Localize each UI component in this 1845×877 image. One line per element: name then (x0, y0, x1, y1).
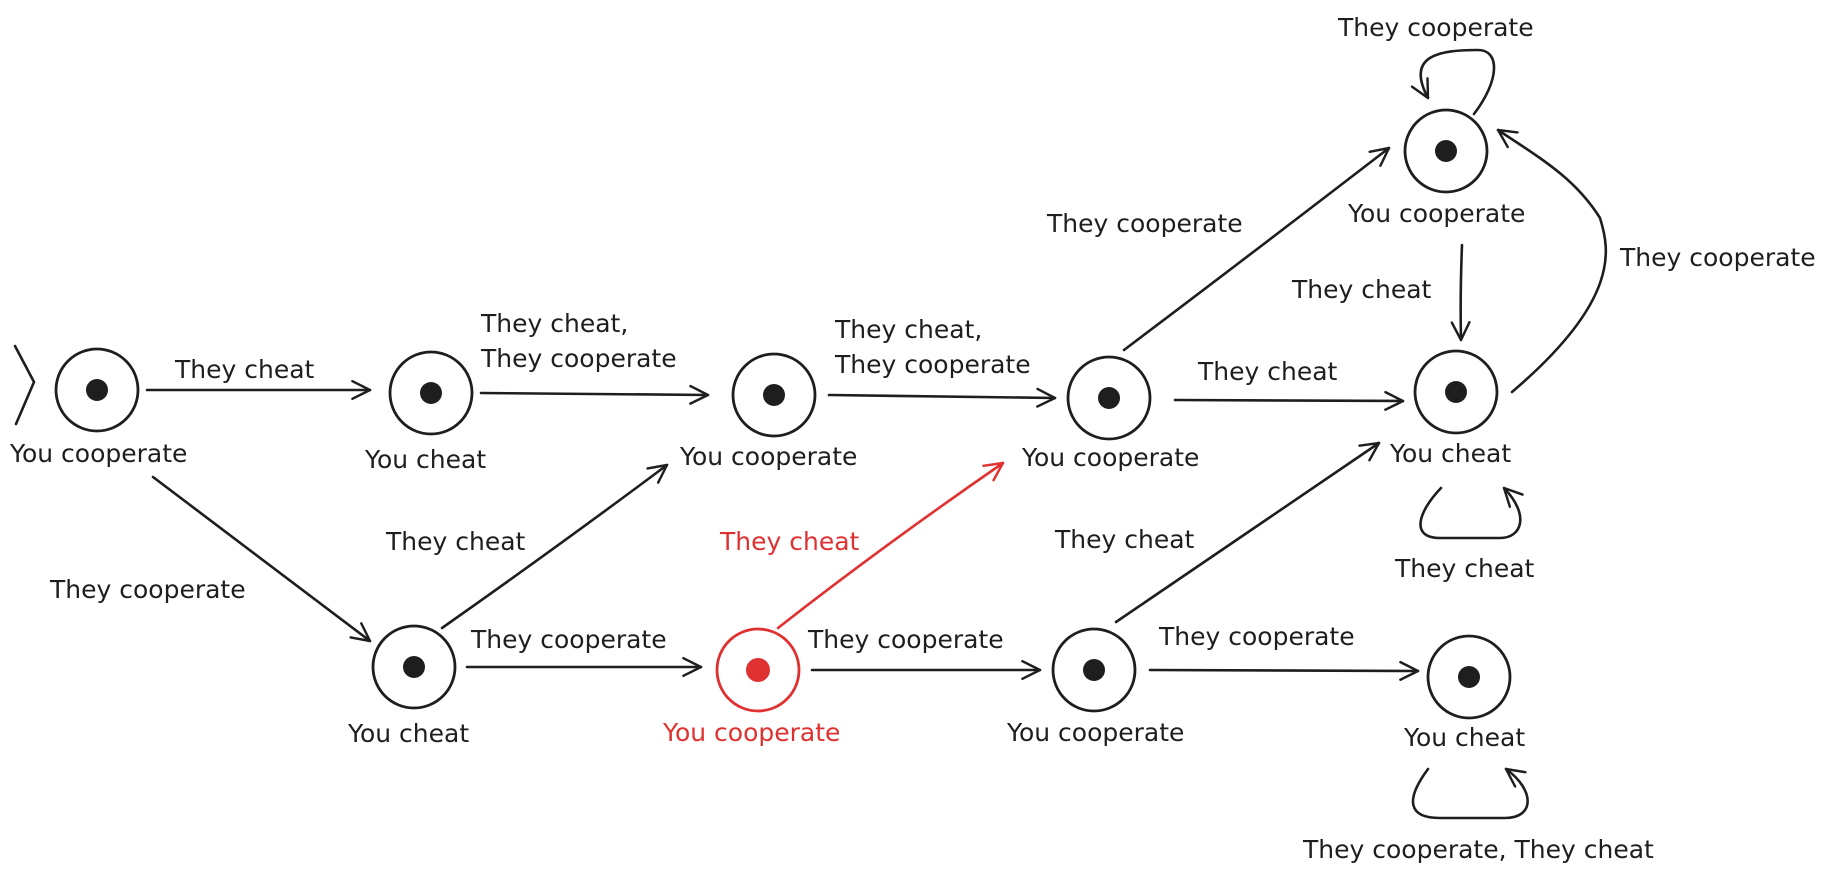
transition-s2-s3: They cheat (385, 463, 669, 630)
transition-s1-s3: They cheat, They cooperate (479, 309, 710, 405)
transition-label: They cheat (1197, 357, 1338, 386)
transition-arrow (440, 463, 669, 630)
state-s3[interactable]: You cooperate (679, 352, 857, 471)
state-dot (1458, 666, 1480, 688)
state-dot (403, 656, 425, 678)
transition-s5-s8: They cheat (1173, 357, 1405, 411)
state-dot (1445, 381, 1467, 403)
state-s8[interactable]: You cheat (1389, 349, 1511, 468)
state-s2[interactable]: You cheat (347, 624, 469, 748)
transition-label: They cooperate (807, 625, 1004, 654)
state-dot (1098, 387, 1120, 409)
highlighted-state-label: You cooperate (662, 718, 840, 747)
self-loop-arrow (1411, 767, 1529, 820)
self-loop-arrow (1410, 48, 1496, 116)
state-dot (420, 382, 442, 404)
state-ring (388, 350, 474, 436)
transition-s4-s5[interactable]: They cheat (719, 461, 1005, 630)
state-dot (1083, 659, 1105, 681)
transition-label: They cheat (174, 355, 315, 384)
transition-s4-s6: They cooperate (807, 625, 1042, 681)
state-label: You cooperate (9, 439, 187, 468)
transition-arrow (827, 387, 1057, 408)
self-loop-arrow (1419, 486, 1524, 540)
state-ring (1426, 634, 1512, 720)
transition-label: They cheat, (480, 309, 628, 338)
transition-arrow (1173, 390, 1405, 411)
self-loop-s7: They cooperate (1337, 13, 1534, 116)
transition-label: They cheat (1394, 554, 1535, 583)
transition-s6-s8: They cheat (1054, 441, 1381, 624)
transition-label: They cooperate (1158, 622, 1355, 651)
transition-s5-s7: They cooperate (1046, 146, 1391, 352)
transition-s7-s8: They cheat (1291, 243, 1471, 342)
highlighted-state-ring (715, 627, 801, 713)
transition-arrow (1122, 146, 1391, 352)
state-ring (1066, 355, 1152, 441)
state-label: You cooperate (679, 442, 857, 471)
state-ring (731, 352, 817, 438)
self-loop-s9: They cooperate, They cheat (1302, 767, 1654, 864)
transition-label: They cooperate (49, 575, 246, 604)
state-label: You cooperate (1021, 443, 1199, 472)
state-label: You cooperate (1347, 199, 1525, 228)
transition-label: They cooperate (1619, 243, 1816, 272)
highlighted-transition-label: They cheat (719, 527, 860, 556)
state-dot (763, 384, 785, 406)
transition-s0-s1: They cheat (145, 355, 372, 401)
highlighted-state-dot (746, 658, 770, 682)
state-label: You cooperate (1006, 718, 1184, 747)
state-s5[interactable]: You cooperate (1021, 355, 1199, 472)
state-s4[interactable]: You cooperate (662, 627, 840, 747)
transition-s8-s7: They cooperate (1496, 128, 1816, 394)
state-label: You cheat (1389, 439, 1511, 468)
transition-arrow (151, 475, 372, 643)
state-ring (371, 624, 457, 710)
state-ring (1413, 349, 1499, 435)
state-dot (1435, 140, 1457, 162)
state-s0[interactable]: You cooperate (9, 347, 187, 468)
transition-label: They cooperate (480, 344, 677, 373)
transition-label: They cheat (385, 527, 526, 556)
transition-label: They cooperate (834, 350, 1031, 379)
transition-arrow (1114, 441, 1381, 624)
state-ring (1403, 108, 1489, 194)
self-loop-s8: They cheat (1394, 486, 1535, 583)
state-label: You cheat (364, 445, 486, 474)
transition-s0-s2: They cooperate (49, 475, 372, 643)
state-ring (54, 347, 140, 433)
transition-s3-s5: They cheat, They cooperate (827, 315, 1057, 408)
transition-s2-s4: They cooperate (465, 625, 703, 678)
transition-label: They cheat (1054, 525, 1195, 554)
transition-label: They cooperate (470, 625, 667, 654)
state-s7[interactable]: You cooperate (1347, 108, 1525, 228)
transition-arrow (479, 384, 710, 405)
transition-label: They cooperate (1337, 13, 1534, 42)
state-dot (86, 379, 108, 401)
state-label: You cheat (1403, 723, 1525, 752)
state-label: You cheat (347, 719, 469, 748)
state-s9[interactable]: You cheat (1403, 634, 1525, 752)
transition-label: They cooperate, They cheat (1302, 835, 1654, 864)
start-chevron-icon (13, 344, 36, 426)
state-ring (1051, 627, 1137, 713)
transition-arrow (1148, 660, 1420, 681)
state-s1[interactable]: You cheat (364, 350, 486, 474)
transition-label: They cheat, (834, 315, 982, 344)
transition-arrow (1450, 243, 1471, 342)
transition-s6-s9: They cooperate (1148, 622, 1420, 681)
state-s6[interactable]: You cooperate (1006, 627, 1184, 747)
transition-label: They cooperate (1046, 209, 1243, 238)
transition-label: They cheat (1291, 275, 1432, 304)
highlighted-transition-arrow[interactable] (776, 461, 1005, 630)
transition-arrow (1496, 128, 1608, 394)
